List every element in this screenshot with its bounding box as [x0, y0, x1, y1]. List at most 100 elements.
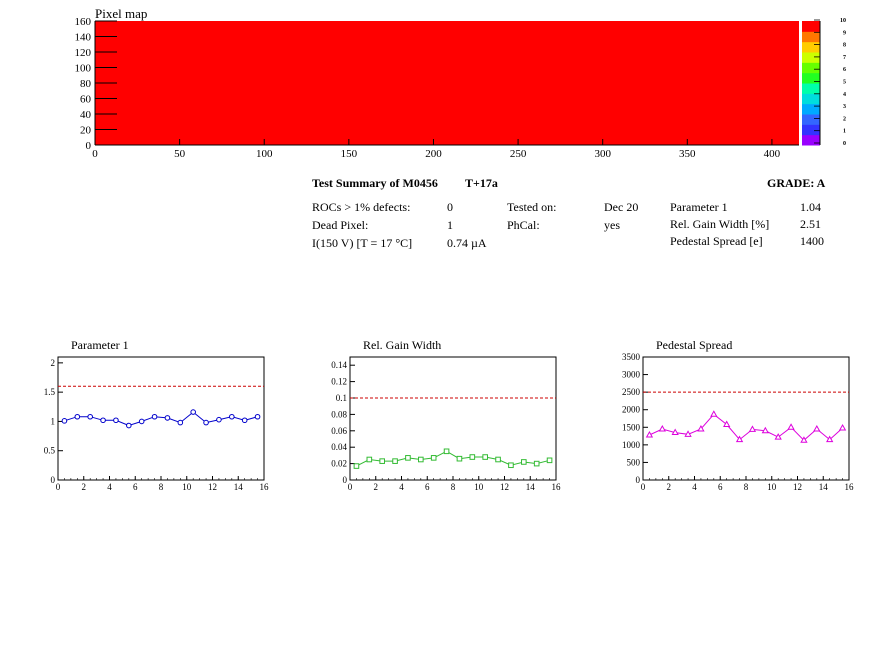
palette-swatch — [802, 62, 820, 74]
leakage-current-label: I(150 V) [T = 17 °C] — [312, 236, 413, 250]
x-tick-label: 8 — [451, 482, 456, 492]
y-tick-label: 1 — [51, 416, 56, 426]
data-point — [405, 455, 411, 461]
y-tick-label: 2500 — [622, 387, 641, 397]
gain-width-value: 2.51 — [800, 217, 821, 231]
tested-on-value: Dec 20 — [604, 200, 639, 214]
x-tick-label: 4 — [399, 482, 404, 492]
data-point — [254, 413, 261, 420]
data-point — [671, 428, 679, 436]
palette-swatch — [802, 41, 820, 53]
pixel-map-title: Pixel map — [95, 6, 147, 21]
data-point — [418, 456, 424, 463]
data-point — [177, 419, 184, 426]
pixel-map-x-tick-label: 250 — [510, 148, 527, 160]
data-point — [229, 413, 235, 420]
gain-width-label: Rel. Gain Width [%] — [670, 217, 770, 231]
data-point — [774, 433, 782, 440]
pedestal-spread-value: 1400 — [800, 234, 824, 248]
series-line — [649, 413, 843, 441]
chart-title: Pedestal Spread — [656, 338, 732, 352]
data-point — [430, 455, 437, 461]
palette-tick-label: 2 — [843, 116, 846, 122]
x-tick-label: 8 — [744, 482, 749, 492]
pixel-map-x-tick-label: 100 — [256, 148, 273, 160]
dead-pixel-label: Dead Pixel: — [312, 218, 369, 232]
pixel-map-color-palette: 0 1 2 3 4 5 6 7 8 9 10 — [802, 18, 846, 147]
palette-swatch — [802, 21, 820, 32]
pixel-map-y-tick-label: 80 — [80, 78, 92, 90]
data-point — [113, 417, 119, 424]
data-point — [761, 426, 769, 434]
x-tick-label: 2 — [82, 482, 87, 492]
data-point — [482, 454, 488, 460]
data-point — [735, 435, 744, 443]
data-point — [392, 458, 398, 464]
x-tick-label: 14 — [819, 482, 829, 492]
pixel-map-y-tick-label: 160 — [75, 16, 92, 28]
x-tick-label: 0 — [641, 482, 646, 492]
palette-swatch — [802, 93, 820, 105]
x-tick-label: 12 — [208, 482, 217, 492]
data-point — [838, 423, 847, 431]
dead-pixel-value: 1 — [447, 218, 453, 232]
data-point — [87, 413, 93, 420]
data-point — [190, 409, 196, 415]
y-tick-label: 3000 — [622, 370, 641, 380]
palette-swatch — [802, 134, 820, 146]
data-point — [546, 457, 553, 464]
y-tick-label: 0.08 — [331, 409, 347, 419]
data-point — [684, 430, 692, 437]
pixel-map-x-tick-label: 300 — [594, 148, 611, 160]
data-point — [697, 425, 705, 432]
data-point — [645, 430, 654, 438]
palette-tick-label: 10 — [840, 18, 846, 24]
pixel-map-x-tick-label: 400 — [764, 148, 781, 160]
y-tick-label: 2 — [51, 358, 56, 368]
y-tick-label: 1500 — [622, 422, 641, 432]
data-point — [353, 463, 360, 469]
data-point — [164, 415, 171, 421]
y-tick-label: 0.14 — [331, 360, 347, 370]
data-point — [379, 458, 385, 464]
x-tick-label: 4 — [692, 482, 697, 492]
data-point — [241, 417, 248, 424]
parameter1-label: Parameter 1 — [670, 200, 728, 214]
pixel-map-x-tick-label: 200 — [425, 148, 442, 160]
phcal-label: PhCal: — [507, 218, 540, 232]
y-tick-label: 0.04 — [331, 442, 347, 452]
x-tick-label: 16 — [552, 482, 562, 492]
x-tick-label: 12 — [793, 482, 802, 492]
palette-swatch — [802, 103, 820, 115]
series-line — [356, 450, 550, 467]
y-tick-label: 2000 — [622, 405, 641, 415]
data-point — [456, 455, 463, 462]
x-tick-label: 6 — [133, 482, 138, 492]
palette-tick-label: 7 — [843, 55, 846, 61]
palette-tick-label: 6 — [843, 67, 846, 73]
series-line — [64, 411, 258, 427]
palette-tick-label: 9 — [843, 30, 846, 36]
palette-tick-label: 3 — [843, 104, 846, 110]
y-tick-label: 0 — [51, 475, 56, 485]
pixel-map-area — [95, 21, 799, 145]
pixel-map-x-tick-label: 350 — [679, 148, 696, 160]
y-tick-label: 0.12 — [331, 377, 347, 387]
x-tick-label: 16 — [260, 482, 270, 492]
data-point — [800, 436, 808, 443]
pixel-map-panel: Pixel map 0 50 100 150 200 250 300 350 400020406… — [75, 6, 847, 160]
pixel-map-x-tick-label: 150 — [341, 148, 358, 160]
tested-on-label: Tested on: — [507, 200, 557, 214]
phcal-value: yes — [604, 218, 620, 232]
y-tick-label: 0.06 — [331, 426, 347, 436]
data-point — [203, 419, 209, 426]
parameter1-value: 1.04 — [800, 200, 821, 214]
palette-swatch — [802, 52, 820, 63]
x-tick-label: 16 — [845, 482, 855, 492]
summary-title: Test Summary of M0456 — [312, 176, 438, 190]
chart-1: Parameter 1 0 2 4 6 8 10 12 14 16 0 0.5 1 1.5 2 — [44, 338, 269, 492]
palette-tick-label: 1 — [843, 129, 846, 135]
chart-3: Pedestal Spread 0 2 4 6 8 10 12 14 16 0 500 1000 1500… — [622, 338, 854, 492]
data-point — [151, 413, 158, 420]
